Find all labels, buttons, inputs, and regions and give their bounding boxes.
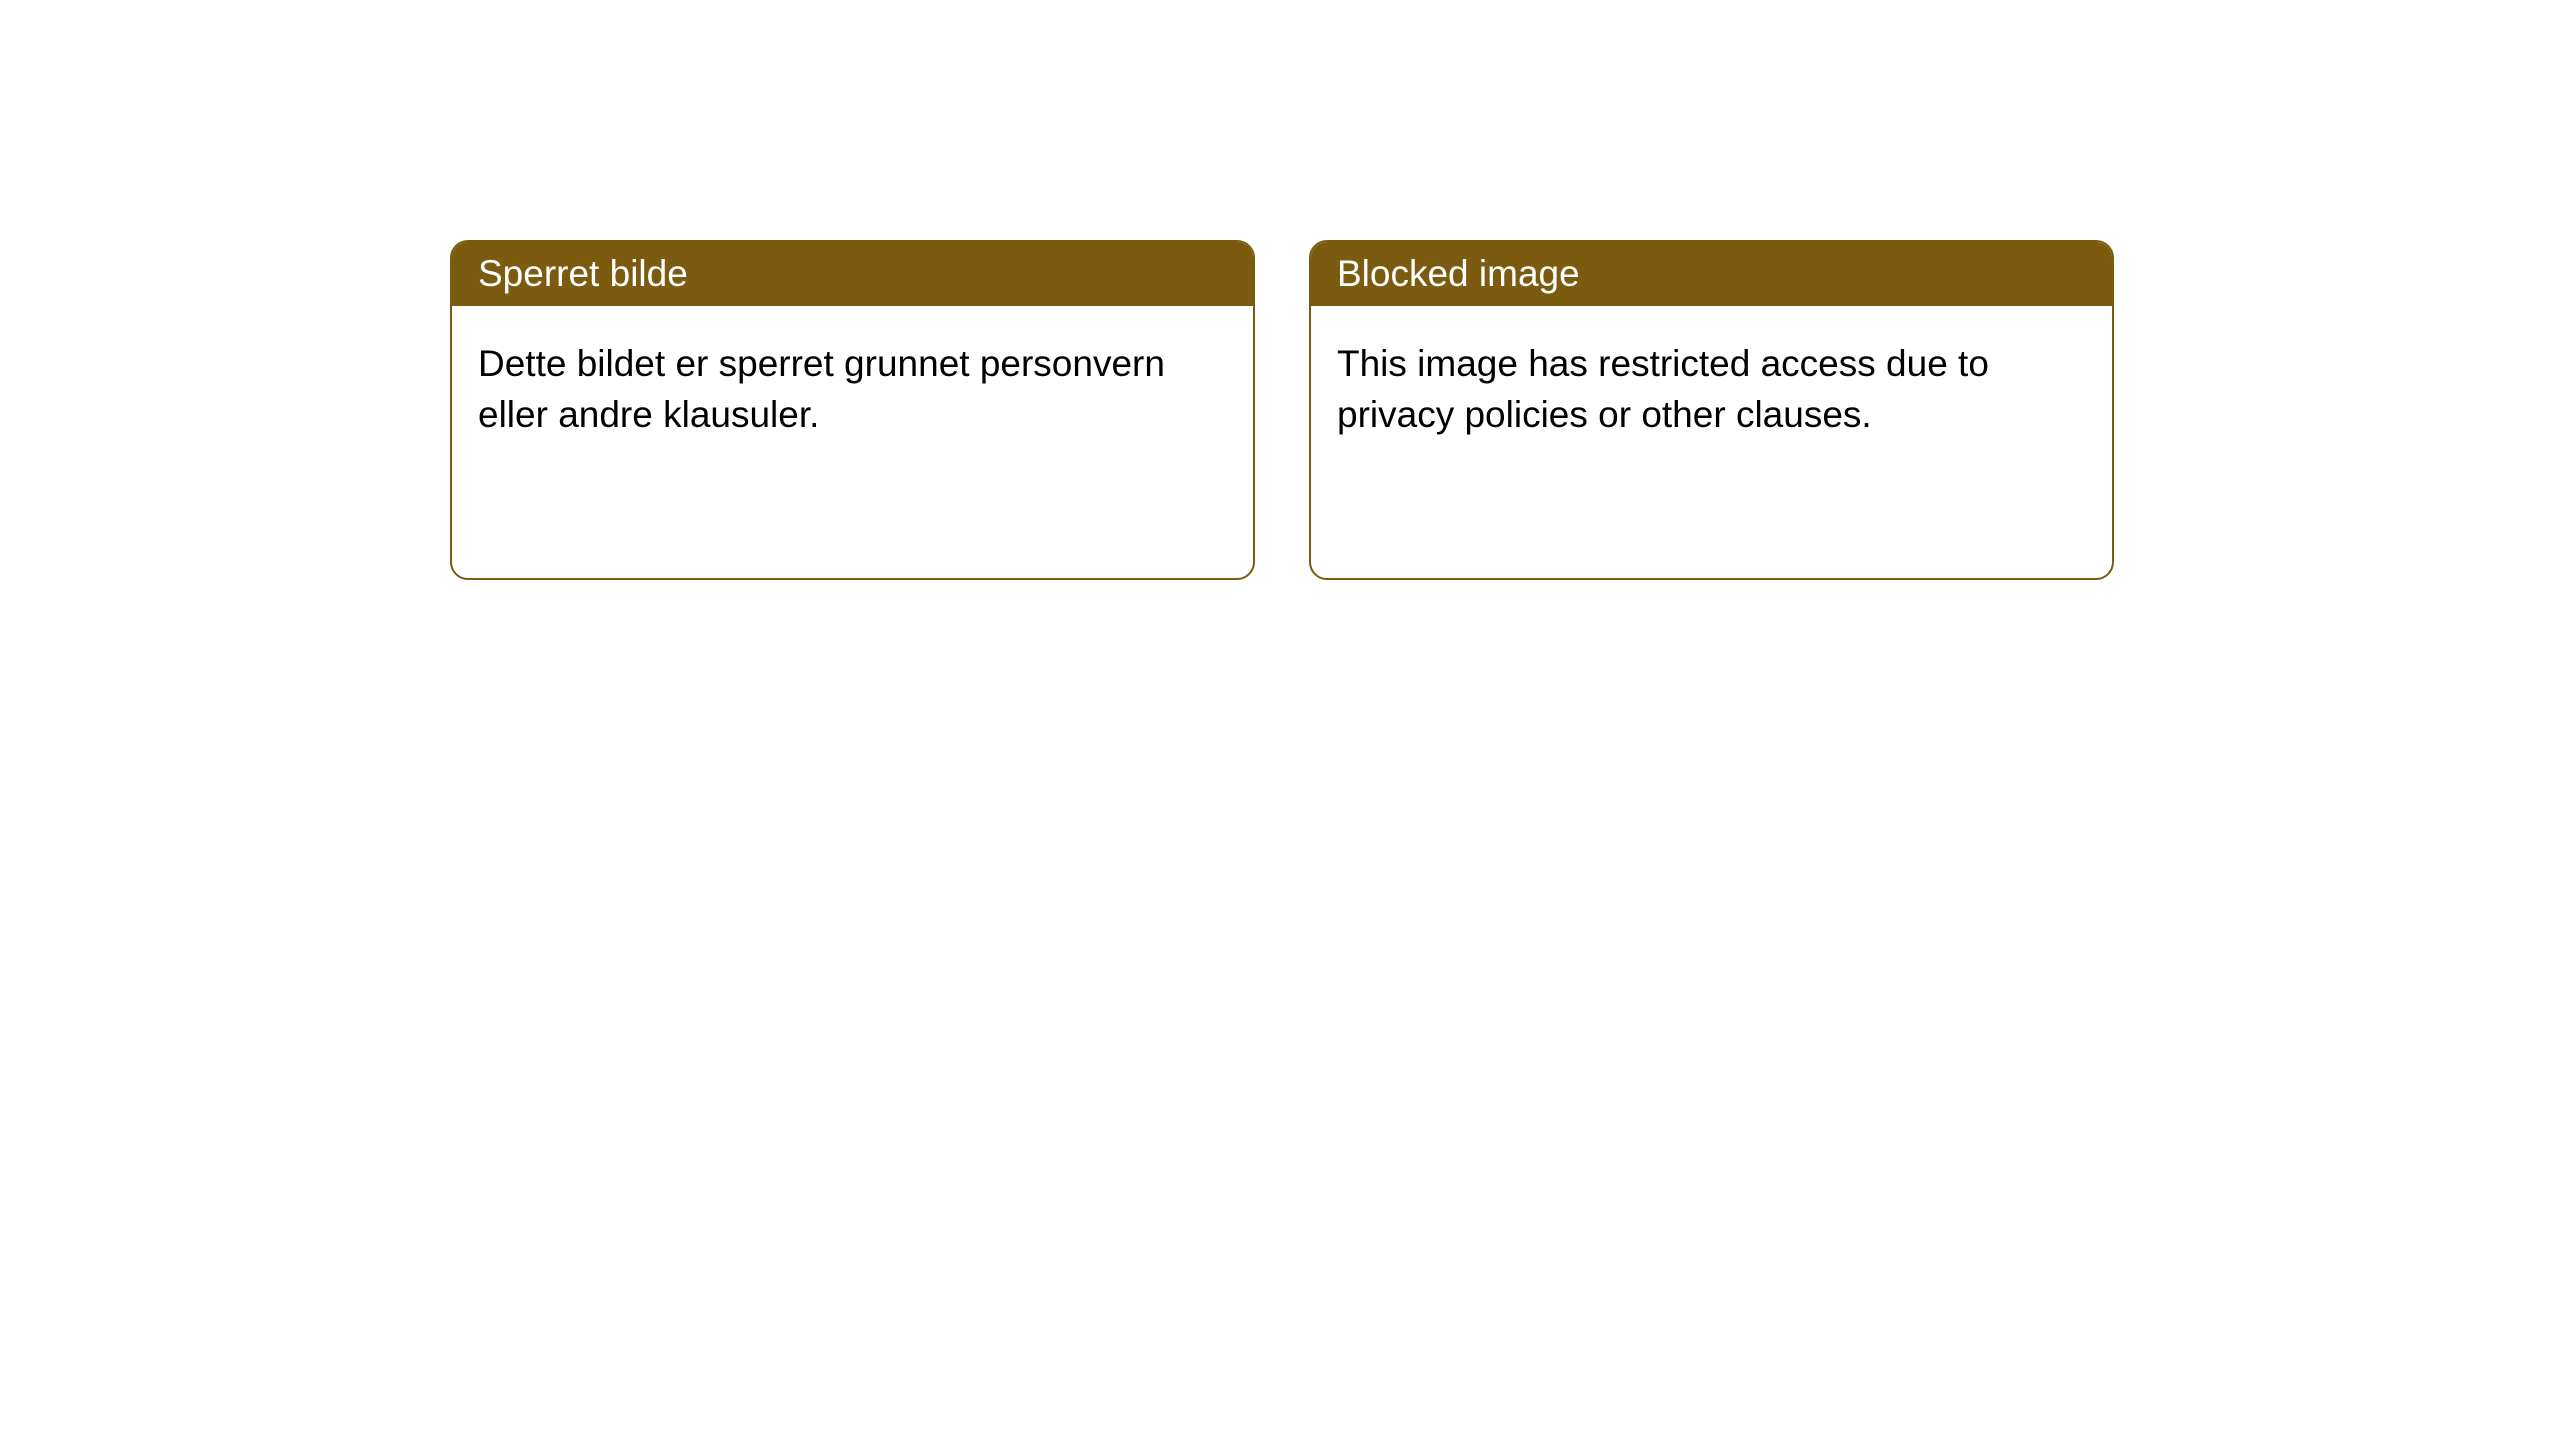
blocked-image-card-en: Blocked image This image has restricted …: [1309, 240, 2114, 580]
card-title: Sperret bilde: [478, 253, 688, 294]
card-header: Blocked image: [1311, 242, 2112, 306]
card-body-text: Dette bildet er sperret grunnet personve…: [478, 343, 1165, 435]
card-header: Sperret bilde: [452, 242, 1253, 306]
card-body: This image has restricted access due to …: [1311, 306, 2112, 472]
card-title: Blocked image: [1337, 253, 1580, 294]
cards-container: Sperret bilde Dette bildet er sperret gr…: [450, 240, 2560, 580]
card-body: Dette bildet er sperret grunnet personve…: [452, 306, 1253, 472]
card-body-text: This image has restricted access due to …: [1337, 343, 1989, 435]
blocked-image-card-no: Sperret bilde Dette bildet er sperret gr…: [450, 240, 1255, 580]
